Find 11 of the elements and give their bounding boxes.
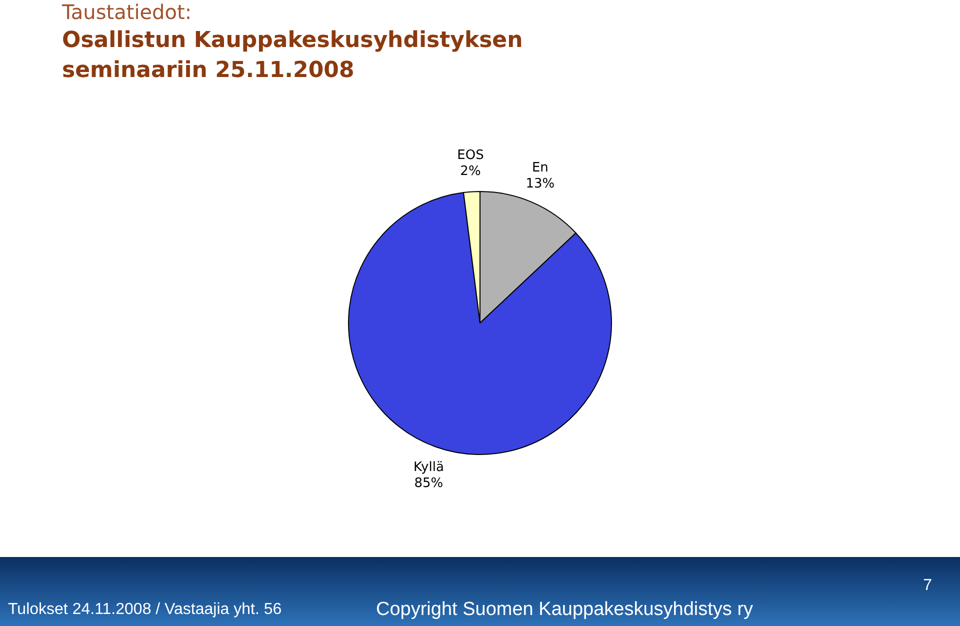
slice-label: En xyxy=(532,160,548,176)
chart-subtitle: Osallistun Kauppakeskusyhdistyksen seminaariin 25.11.2008 xyxy=(62,27,524,85)
data-label: 2% xyxy=(460,164,481,180)
data-label: 85% xyxy=(414,476,444,491)
text: 7 xyxy=(923,577,932,595)
slice-label: Kyllä xyxy=(413,460,444,475)
text: Taustatiedot: xyxy=(62,0,192,24)
text: Tulokset 24.11.2008 / Vastaajia yht. 56 xyxy=(8,601,282,619)
text: Copyright Suomen Kauppakeskusyhdistys ry xyxy=(376,599,754,621)
slice-label: EOS xyxy=(457,148,484,164)
data-label: 13% xyxy=(526,176,555,192)
